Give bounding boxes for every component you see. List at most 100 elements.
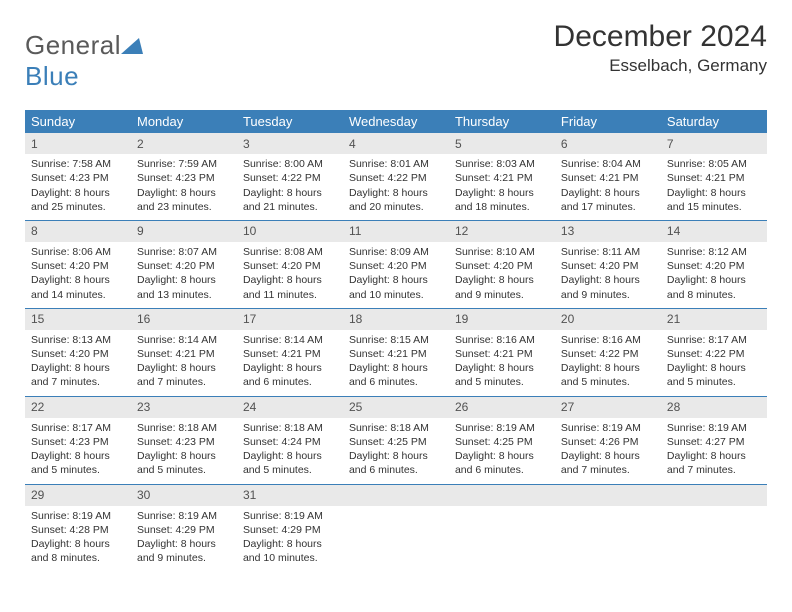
- daylight-text: and 5 minutes.: [455, 375, 549, 389]
- day-cell: 19Sunrise: 8:16 AMSunset: 4:21 PMDayligh…: [449, 308, 555, 396]
- daylight-text: Daylight: 8 hours: [137, 361, 231, 375]
- sunset-text: Sunset: 4:27 PM: [667, 435, 761, 449]
- day-body: Sunrise: 8:13 AMSunset: 4:20 PMDaylight:…: [25, 330, 131, 396]
- day-number: 27: [555, 397, 661, 418]
- daylight-text: Daylight: 8 hours: [561, 449, 655, 463]
- day-cell: 18Sunrise: 8:15 AMSunset: 4:21 PMDayligh…: [343, 308, 449, 396]
- daylight-text: and 9 minutes.: [455, 288, 549, 302]
- sunrise-text: Sunrise: 8:17 AM: [667, 333, 761, 347]
- day-body: Sunrise: 8:06 AMSunset: 4:20 PMDaylight:…: [25, 242, 131, 308]
- sunset-text: Sunset: 4:22 PM: [243, 171, 337, 185]
- daylight-text: Daylight: 8 hours: [137, 273, 231, 287]
- day-cell: 7Sunrise: 8:05 AMSunset: 4:21 PMDaylight…: [661, 133, 767, 220]
- sunrise-text: Sunrise: 8:05 AM: [667, 157, 761, 171]
- dow-header-wednesday: Wednesday: [343, 110, 449, 133]
- day-cell: 31Sunrise: 8:19 AMSunset: 4:29 PMDayligh…: [237, 484, 343, 571]
- dow-header-monday: Monday: [131, 110, 237, 133]
- day-cell: 22Sunrise: 8:17 AMSunset: 4:23 PMDayligh…: [25, 396, 131, 484]
- day-number: 18: [343, 309, 449, 330]
- day-body: Sunrise: 8:15 AMSunset: 4:21 PMDaylight:…: [343, 330, 449, 396]
- sunset-text: Sunset: 4:24 PM: [243, 435, 337, 449]
- sunset-text: Sunset: 4:20 PM: [137, 259, 231, 273]
- day-body: Sunrise: 8:05 AMSunset: 4:21 PMDaylight:…: [661, 154, 767, 220]
- day-body: Sunrise: 8:18 AMSunset: 4:24 PMDaylight:…: [237, 418, 343, 484]
- sunrise-text: Sunrise: 8:06 AM: [31, 245, 125, 259]
- daylight-text: Daylight: 8 hours: [349, 449, 443, 463]
- sunrise-text: Sunrise: 8:19 AM: [561, 421, 655, 435]
- day-body: Sunrise: 8:19 AMSunset: 4:26 PMDaylight:…: [555, 418, 661, 484]
- sunrise-text: Sunrise: 8:01 AM: [349, 157, 443, 171]
- daylight-text: and 10 minutes.: [243, 551, 337, 565]
- week-row: 29Sunrise: 8:19 AMSunset: 4:28 PMDayligh…: [25, 484, 767, 571]
- daylight-text: and 5 minutes.: [243, 463, 337, 477]
- sunset-text: Sunset: 4:25 PM: [349, 435, 443, 449]
- day-number: 15: [25, 309, 131, 330]
- sunrise-text: Sunrise: 8:19 AM: [31, 509, 125, 523]
- daylight-text: and 5 minutes.: [31, 463, 125, 477]
- sunset-text: Sunset: 4:21 PM: [243, 347, 337, 361]
- sunrise-text: Sunrise: 7:59 AM: [137, 157, 231, 171]
- day-number: 3: [237, 133, 343, 154]
- day-number: 17: [237, 309, 343, 330]
- sunrise-text: Sunrise: 8:16 AM: [561, 333, 655, 347]
- day-cell: 15Sunrise: 8:13 AMSunset: 4:20 PMDayligh…: [25, 308, 131, 396]
- daylight-text: and 13 minutes.: [137, 288, 231, 302]
- daylight-text: Daylight: 8 hours: [31, 449, 125, 463]
- daylight-text: Daylight: 8 hours: [561, 273, 655, 287]
- title-block: December 2024 Esselbach, Germany: [554, 20, 767, 76]
- sunset-text: Sunset: 4:21 PM: [561, 171, 655, 185]
- logo-text-b: Blue: [25, 61, 79, 91]
- daylight-text: and 9 minutes.: [137, 551, 231, 565]
- day-cell: 12Sunrise: 8:10 AMSunset: 4:20 PMDayligh…: [449, 220, 555, 308]
- day-body: Sunrise: 8:19 AMSunset: 4:25 PMDaylight:…: [449, 418, 555, 484]
- week-row: 1Sunrise: 7:58 AMSunset: 4:23 PMDaylight…: [25, 133, 767, 220]
- daylight-text: Daylight: 8 hours: [243, 361, 337, 375]
- day-cell: 13Sunrise: 8:11 AMSunset: 4:20 PMDayligh…: [555, 220, 661, 308]
- day-body: Sunrise: 8:01 AMSunset: 4:22 PMDaylight:…: [343, 154, 449, 220]
- header: General Blue December 2024 Esselbach, Ge…: [25, 20, 767, 92]
- day-cell: 21Sunrise: 8:17 AMSunset: 4:22 PMDayligh…: [661, 308, 767, 396]
- day-body: Sunrise: 8:10 AMSunset: 4:20 PMDaylight:…: [449, 242, 555, 308]
- daylight-text: and 21 minutes.: [243, 200, 337, 214]
- daylight-text: and 10 minutes.: [349, 288, 443, 302]
- day-cell: 23Sunrise: 8:18 AMSunset: 4:23 PMDayligh…: [131, 396, 237, 484]
- day-cell: 24Sunrise: 8:18 AMSunset: 4:24 PMDayligh…: [237, 396, 343, 484]
- daylight-text: and 18 minutes.: [455, 200, 549, 214]
- daylight-text: and 6 minutes.: [455, 463, 549, 477]
- day-cell: 29Sunrise: 8:19 AMSunset: 4:28 PMDayligh…: [25, 484, 131, 571]
- sunset-text: Sunset: 4:20 PM: [561, 259, 655, 273]
- day-body: Sunrise: 8:00 AMSunset: 4:22 PMDaylight:…: [237, 154, 343, 220]
- dow-header-row: SundayMondayTuesdayWednesdayThursdayFrid…: [25, 110, 767, 133]
- day-body: Sunrise: 8:16 AMSunset: 4:22 PMDaylight:…: [555, 330, 661, 396]
- sunrise-text: Sunrise: 8:19 AM: [455, 421, 549, 435]
- week-row: 15Sunrise: 8:13 AMSunset: 4:20 PMDayligh…: [25, 308, 767, 396]
- logo: General Blue: [25, 30, 143, 92]
- sunset-text: Sunset: 4:29 PM: [137, 523, 231, 537]
- daylight-text: Daylight: 8 hours: [243, 186, 337, 200]
- dow-header-tuesday: Tuesday: [237, 110, 343, 133]
- sunrise-text: Sunrise: 8:11 AM: [561, 245, 655, 259]
- daylight-text: Daylight: 8 hours: [349, 273, 443, 287]
- daylight-text: Daylight: 8 hours: [667, 361, 761, 375]
- sunset-text: Sunset: 4:20 PM: [667, 259, 761, 273]
- sunrise-text: Sunrise: 8:19 AM: [667, 421, 761, 435]
- day-number: 23: [131, 397, 237, 418]
- daylight-text: Daylight: 8 hours: [561, 186, 655, 200]
- day-cell: 6Sunrise: 8:04 AMSunset: 4:21 PMDaylight…: [555, 133, 661, 220]
- sunset-text: Sunset: 4:20 PM: [349, 259, 443, 273]
- location-label: Esselbach, Germany: [554, 56, 767, 76]
- daylight-text: and 20 minutes.: [349, 200, 443, 214]
- day-cell: 3Sunrise: 8:00 AMSunset: 4:22 PMDaylight…: [237, 133, 343, 220]
- day-number: 6: [555, 133, 661, 154]
- day-cell: 17Sunrise: 8:14 AMSunset: 4:21 PMDayligh…: [237, 308, 343, 396]
- sunrise-text: Sunrise: 8:12 AM: [667, 245, 761, 259]
- day-body: Sunrise: 8:11 AMSunset: 4:20 PMDaylight:…: [555, 242, 661, 308]
- daylight-text: Daylight: 8 hours: [31, 186, 125, 200]
- day-number: 10: [237, 221, 343, 242]
- calendar-body: 1Sunrise: 7:58 AMSunset: 4:23 PMDaylight…: [25, 133, 767, 571]
- day-cell: 1Sunrise: 7:58 AMSunset: 4:23 PMDaylight…: [25, 133, 131, 220]
- day-cell: 25Sunrise: 8:18 AMSunset: 4:25 PMDayligh…: [343, 396, 449, 484]
- sunset-text: Sunset: 4:22 PM: [349, 171, 443, 185]
- sunset-text: Sunset: 4:25 PM: [455, 435, 549, 449]
- daylight-text: and 9 minutes.: [561, 288, 655, 302]
